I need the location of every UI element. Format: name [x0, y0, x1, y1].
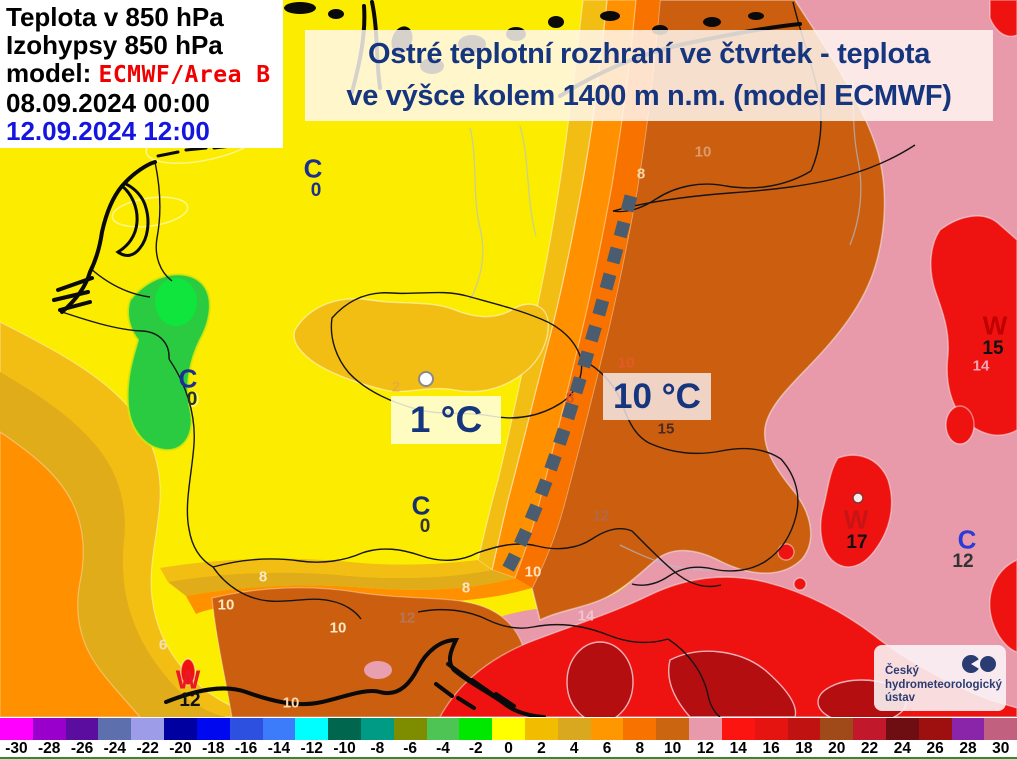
colorbar-cell [590, 718, 624, 740]
colorbar-tick: 22 [860, 740, 879, 757]
banner-line1: Ostré teplotní rozhraní ve čtvrtek - tep… [367, 38, 931, 70]
colorbar-cell [853, 718, 886, 740]
colorbar-cell [787, 718, 821, 740]
colorbar-tick: 0 [504, 740, 513, 757]
colorbar-cell [754, 718, 788, 740]
colorbar-tick: 14 [729, 740, 747, 757]
chmi-logo-box: Český hydrometeorologický ústav [874, 645, 1006, 711]
legend-title-line1: Teplota v 850 hPa [6, 2, 224, 32]
colorbar-tick: -14 [267, 740, 291, 757]
colorbar-cell [492, 718, 525, 740]
colorbar-tick: 24 [893, 740, 911, 757]
colorbar-tick: -16 [234, 740, 258, 757]
colorbar-tick: -22 [136, 740, 159, 757]
title-banner: Ostré teplotní rozhraní ve čtvrtek - tep… [305, 30, 993, 121]
colorbar-cell [623, 718, 657, 740]
colorbar-cell [525, 718, 558, 740]
colorbar-tick: -2 [468, 740, 483, 757]
colorbar-cell [984, 718, 1017, 740]
colorbar-tick: -8 [370, 740, 385, 757]
legend-model-value: ECMWF/Area B [98, 62, 271, 88]
colorbar-cell [459, 718, 493, 740]
colorbar-cell [65, 718, 99, 740]
colorbar-cell [393, 718, 427, 740]
colorbar-tick: 18 [795, 740, 813, 757]
colorbar-tick: -12 [300, 740, 323, 757]
colorbar-cell [557, 718, 591, 740]
legend-valid-datetime: 12.09.2024 12:00 [6, 116, 210, 146]
colorbar-cell [426, 718, 460, 740]
legend-run-datetime: 08.09.2024 00:00 [6, 88, 210, 118]
colorbar-cell [196, 718, 230, 740]
colorbar-tick: 16 [762, 740, 780, 757]
colorbar-cell [721, 718, 755, 740]
warm-side-temp-label: 10 °C [603, 373, 711, 420]
colorbar-swatches [0, 718, 1017, 740]
colorbar-tick: 4 [569, 740, 579, 757]
colorbar-tick: 12 [696, 740, 715, 757]
colorbar-cell [164, 718, 197, 740]
colorbar-tick: -26 [70, 740, 94, 757]
colorbar-cell [885, 718, 919, 740]
colorbar-cell [262, 718, 296, 740]
colorbar-tick: -10 [333, 740, 356, 757]
colorbar-tick: -4 [436, 740, 450, 757]
colorbar-tick: 8 [635, 740, 645, 757]
legend-title-line2: Izohypsy 850 hPa [6, 30, 223, 60]
colorbar-cell [951, 718, 985, 740]
colorbar-tick: -24 [103, 740, 127, 757]
colorbar-cell [820, 718, 854, 740]
colorbar-cell [295, 718, 329, 740]
colorbar-tick: -18 [202, 740, 225, 757]
legend-model-prefix: model: [6, 58, 92, 88]
colorbar-cell [0, 718, 33, 740]
colorbar-cell [98, 718, 132, 740]
colorbar-tick: 28 [959, 740, 977, 757]
logo-line2: hydrometeorologický [885, 678, 1002, 691]
city-dot-prague [418, 371, 434, 387]
temperature-colorbar: -30 -28 -26 -24 -22 -20 -18 -16 -14 -12 -10 -8 -6 -4-… [0, 717, 1017, 759]
city-dot-small [852, 492, 864, 504]
chmi-logo-icon [962, 655, 996, 673]
colorbar-cell [360, 718, 394, 740]
logo-line1: Český [885, 665, 919, 677]
colorbar-tick: -28 [38, 740, 61, 757]
colorbar-tick: -20 [169, 740, 192, 757]
colorbar-tick: 6 [602, 740, 612, 757]
banner-line2: ve výšce kolem 1400 m n.m. (model ECMWF) [346, 80, 952, 112]
colorbar-tick: 10 [664, 740, 682, 757]
colorbar-tick: 20 [828, 740, 846, 757]
legend-box: Teplota v 850 hPa Izohypsy 850 hPa model… [0, 0, 283, 148]
colorbar-tick: -6 [403, 740, 418, 757]
colorbar-cell [656, 718, 690, 740]
colorbar-tick: 26 [926, 740, 944, 757]
logo-line3: ústav [885, 692, 916, 704]
colorbar-tick: -30 [5, 740, 28, 757]
colorbar-cell [32, 718, 66, 740]
chmi-logo-text: Český hydrometeorologický ústav [885, 665, 1002, 706]
cold-side-temp-label: 1 °C [391, 396, 501, 444]
colorbar-cell [689, 718, 722, 740]
colorbar-cell [918, 718, 952, 740]
colorbar-cell [229, 718, 263, 740]
colorbar-cell [328, 718, 361, 740]
colorbar-tick: 2 [537, 740, 546, 757]
colorbar-tick-labels: -30 -28 -26 -24 -22 -20 -18 -16 -14 -12 -10 -8 -6 -4-… [0, 740, 1017, 757]
legend-model-line: model: ECMWF/Area B [6, 59, 283, 89]
colorbar-tick: 30 [992, 740, 1010, 757]
colorbar-cell [131, 718, 165, 740]
